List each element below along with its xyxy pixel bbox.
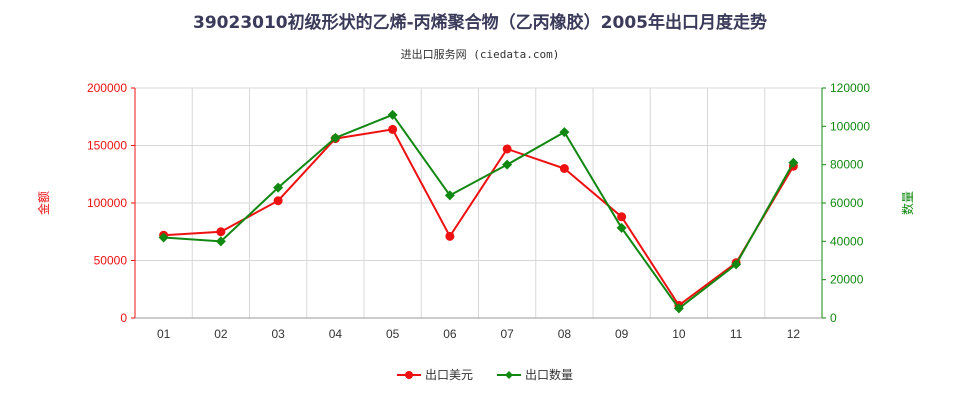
x-tick-label: 11	[730, 327, 743, 341]
right-tick-label: 40000	[830, 234, 864, 248]
x-tick-label: 07	[500, 327, 514, 341]
x-tick-label: 09	[615, 327, 629, 341]
left-tick-label: 50000	[94, 254, 128, 268]
left-tick-label: 150000	[87, 139, 127, 153]
left-tick-label: 200000	[87, 81, 127, 95]
data-point	[215, 236, 226, 247]
data-point	[444, 190, 455, 201]
x-tick-label: 03	[271, 327, 285, 341]
x-tick-label: 10	[672, 327, 686, 341]
data-point	[673, 303, 684, 314]
right-tick-label: 120000	[830, 81, 870, 95]
legend-label: 出口美元	[425, 368, 473, 382]
x-tick-label: 02	[214, 327, 228, 341]
x-tick-label: 12	[787, 327, 801, 341]
data-point	[559, 127, 570, 138]
legend-swatch-marker	[405, 371, 413, 379]
data-point	[388, 124, 398, 134]
right-tick-label: 20000	[830, 273, 864, 287]
left-axis-label: 金额	[36, 191, 51, 215]
series-line	[163, 113, 795, 310]
data-point	[158, 232, 169, 243]
right-tick-label: 60000	[830, 196, 864, 210]
data-point	[559, 164, 569, 173]
x-tick-label: 06	[443, 327, 457, 341]
data-point	[273, 182, 284, 193]
right-tick-label: 0	[830, 311, 837, 325]
data-point	[330, 132, 341, 143]
legend-label: 出口数量	[525, 367, 573, 382]
right-tick-label: 80000	[830, 158, 864, 172]
data-point	[273, 196, 283, 206]
data-point	[387, 109, 398, 120]
x-tick-label: 05	[386, 327, 400, 341]
left-tick-label: 0	[120, 311, 127, 325]
data-point	[616, 222, 627, 233]
data-point	[617, 212, 627, 222]
data-point	[216, 227, 226, 237]
data-point	[502, 144, 512, 154]
right-axis-label: 数量	[900, 191, 915, 215]
right-tick-label: 100000	[830, 119, 870, 133]
data-point	[445, 231, 455, 241]
series-layer	[158, 109, 799, 314]
series-line	[163, 128, 795, 307]
legend-swatch-marker	[505, 371, 513, 379]
legend: 出口美元 出口数量	[397, 367, 573, 382]
chart-title: 39023010初级形状的乙烯-丙烯聚合物（乙丙橡胶）2005年出口月度走势	[193, 13, 767, 33]
left-tick-label: 100000	[87, 196, 127, 210]
data-point	[731, 259, 742, 270]
x-tick-label: 08	[558, 327, 572, 341]
data-point	[788, 157, 799, 168]
axes: 0 50000 100000 150000 200000 0 20000 40000 60000…	[87, 81, 870, 341]
x-tick-label: 04	[329, 327, 343, 341]
grid	[134, 87, 823, 319]
chart-subtitle: 进出口服务网 (ciedata.com)	[400, 48, 560, 61]
data-point	[502, 159, 513, 170]
x-tick-label: 01	[157, 327, 171, 341]
